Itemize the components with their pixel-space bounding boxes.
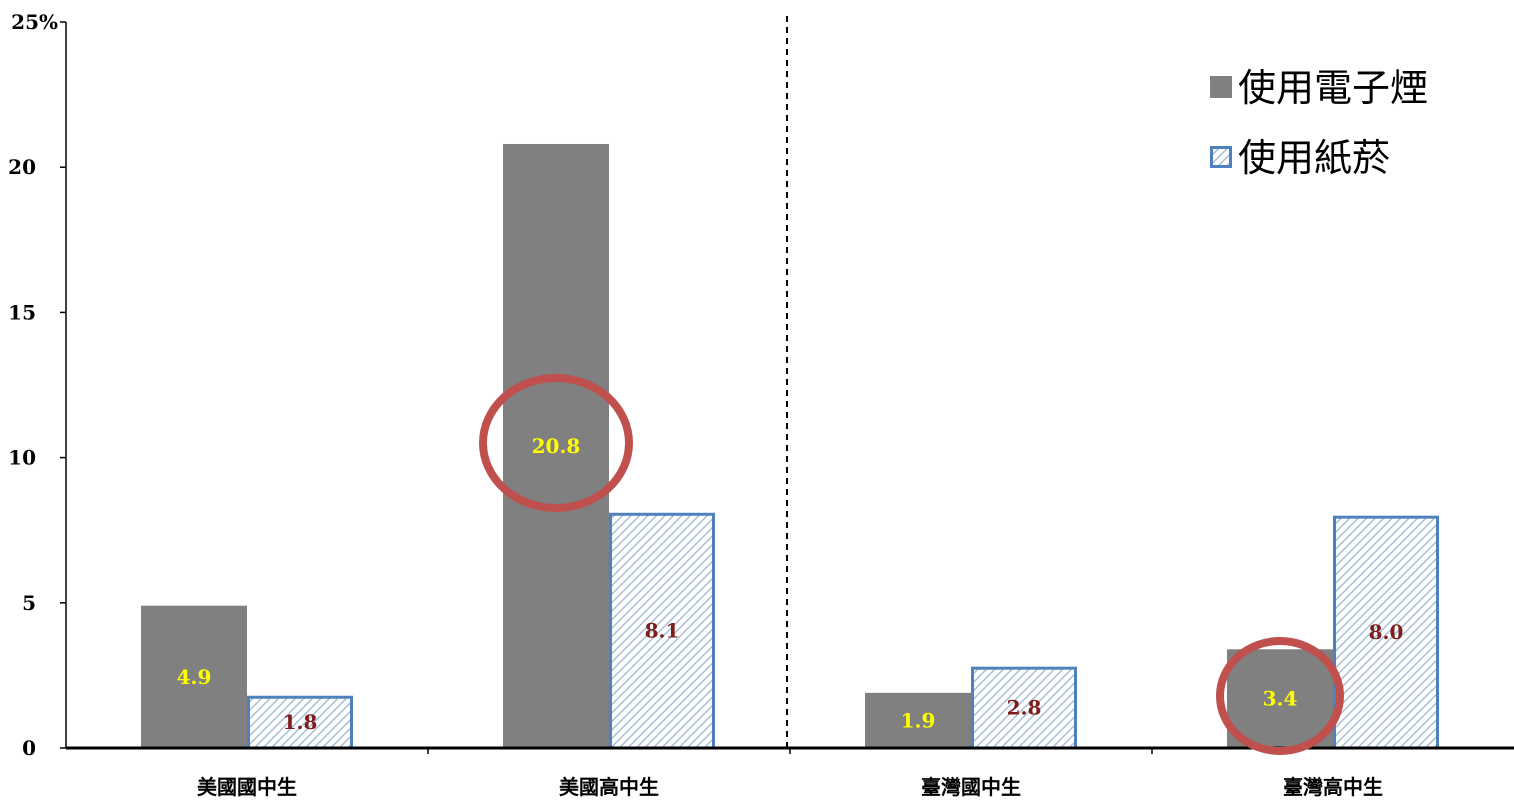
highlight-circle — [1216, 637, 1344, 755]
legend-swatch-ecig — [1210, 76, 1232, 98]
bar-ecig — [141, 605, 247, 748]
data-label-ecig: 3.4 — [1263, 687, 1298, 711]
bar-ecig — [865, 692, 971, 748]
data-label-cigarette: 8.0 — [1369, 620, 1404, 644]
data-label-cigarette: 8.1 — [645, 618, 680, 642]
bar-cigarette — [609, 512, 715, 750]
x-tick-label: 美國國中生 — [197, 775, 297, 799]
legend-label: 使用紙菸 — [1238, 136, 1390, 180]
data-label-ecig: 4.9 — [177, 665, 212, 689]
y-tick-label: 0 — [22, 736, 36, 760]
data-label-ecig: 1.9 — [901, 708, 936, 732]
bar-ecig — [1227, 649, 1333, 748]
y-tick-label: 10 — [8, 446, 36, 470]
data-label-ecig: 20.8 — [532, 434, 581, 458]
bar-cigarette — [247, 695, 353, 750]
bar-cigarette — [1333, 515, 1439, 750]
y-tick-label: 15 — [8, 300, 36, 324]
x-tick-label: 美國高中生 — [559, 775, 659, 799]
y-tick-label: 20 — [8, 155, 36, 179]
y-tick-label: 25% — [11, 10, 58, 34]
highlight-circle — [479, 373, 633, 512]
bar-ecig — [503, 143, 609, 748]
data-label-cigarette: 1.8 — [283, 710, 318, 734]
x-tick-label: 臺灣國中生 — [921, 775, 1021, 799]
legend-label: 使用電子煙 — [1238, 66, 1428, 110]
x-tick-label: 臺灣高中生 — [1283, 775, 1383, 799]
y-tick-label: 5 — [22, 591, 36, 615]
data-label-cigarette: 2.8 — [1007, 695, 1042, 719]
legend-swatch-cigarette — [1210, 146, 1232, 168]
